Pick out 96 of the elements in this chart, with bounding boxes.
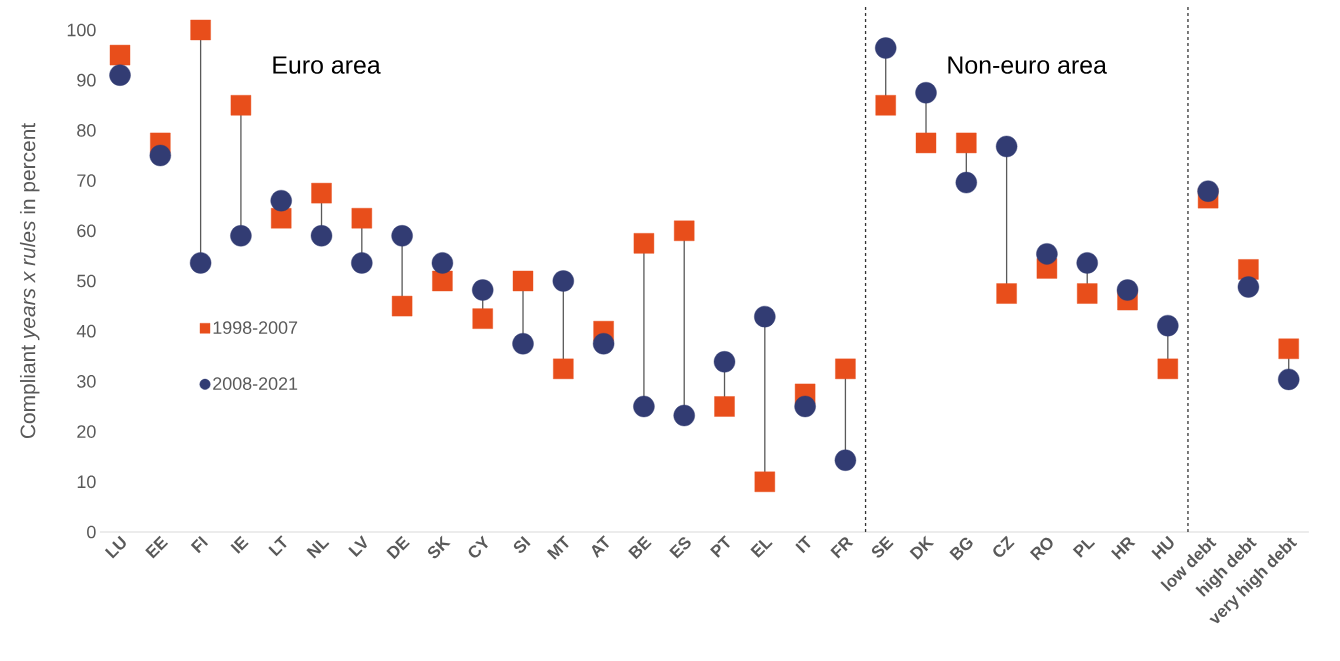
- x-tick-label: ES: [669, 537, 691, 559]
- annotation: Non-euro area: [948, 56, 1107, 74]
- point: [955, 171, 978, 194]
- point: [996, 283, 1017, 304]
- point: [149, 144, 172, 167]
- x-tick-label: PT: [710, 535, 730, 558]
- point: [1076, 252, 1098, 274]
- point: [1197, 180, 1219, 202]
- x-tick-label: BE: [628, 535, 652, 560]
- x-tick-label: EE: [145, 535, 169, 559]
- point: [633, 233, 655, 254]
- point: [834, 449, 857, 471]
- point: [673, 404, 695, 427]
- x-tick-label: SK: [427, 535, 451, 559]
- point: [1077, 283, 1098, 304]
- x-tick-label: IE: [230, 535, 249, 554]
- point: [432, 270, 453, 292]
- x-tick-label: DE: [386, 535, 410, 560]
- x-tick-label: MT: [546, 535, 569, 560]
- point: [713, 351, 736, 373]
- x-tick-label: LT: [268, 535, 287, 557]
- y-tick-label: 90: [77, 73, 96, 87]
- x-tick-label: PL: [1072, 539, 1096, 558]
- point: [391, 225, 413, 247]
- y-axis-title: Compliant years x rules in percent: [19, 123, 40, 439]
- point: [754, 305, 776, 328]
- point: [310, 225, 333, 247]
- point: [1238, 259, 1259, 280]
- point: [674, 220, 695, 241]
- point: [189, 252, 212, 274]
- point: [230, 225, 252, 247]
- x-tick-label: FR: [830, 537, 854, 559]
- y-tick-label: 30: [77, 375, 96, 388]
- point: [633, 395, 655, 418]
- y-tick-label: 80: [77, 124, 96, 137]
- x-tick-label: SE: [871, 535, 894, 558]
- x-tick-label: NL: [306, 539, 330, 559]
- y-tick-label: 60: [77, 224, 96, 238]
- legend-label: 1998-2007: [213, 321, 298, 334]
- point: [714, 396, 735, 417]
- x-tick-label: HR: [1111, 537, 1136, 560]
- point: [351, 252, 373, 274]
- point: [1157, 314, 1179, 337]
- point: [1278, 368, 1300, 391]
- point: [351, 208, 373, 229]
- x-tick-label: FI: [190, 535, 209, 554]
- x-tick-label: LV: [348, 535, 367, 557]
- x-tick-label: EL: [750, 539, 773, 558]
- x-tick-label: SI: [513, 536, 531, 553]
- point: [754, 471, 776, 492]
- point: [431, 252, 454, 274]
- point: [915, 132, 937, 154]
- x-tick-label: LU: [104, 535, 126, 559]
- point: [472, 279, 494, 301]
- point: [1278, 338, 1299, 359]
- point: [553, 358, 574, 380]
- y-tick-label: 70: [77, 174, 96, 187]
- x-tick-label: BG: [949, 537, 973, 561]
- point: [512, 270, 534, 292]
- x-tick-label: DK: [909, 535, 935, 560]
- y-tick-label: 100: [67, 23, 96, 37]
- x-tick-label: CY: [468, 535, 488, 558]
- x-tick-label: CZ: [993, 535, 1015, 557]
- point: [109, 64, 131, 86]
- point: [794, 395, 816, 418]
- x-tick-label: AT: [591, 535, 610, 559]
- legend-label: 2008-2021: [213, 377, 298, 390]
- point: [835, 358, 856, 380]
- y-tick-label: 20: [77, 425, 96, 438]
- point: [592, 333, 615, 355]
- point: [875, 95, 896, 116]
- y-tick-label: 10: [77, 475, 96, 489]
- y-tick-label: 0: [87, 525, 96, 539]
- point: [875, 37, 897, 59]
- x-tick-label: RO: [1029, 537, 1053, 561]
- point: [915, 82, 937, 104]
- point: [552, 270, 575, 292]
- point: [995, 135, 1018, 158]
- x-tick-label: HU: [1151, 535, 1174, 560]
- point: [1116, 279, 1139, 301]
- point: [230, 95, 252, 116]
- y-tick-label: 40: [76, 324, 96, 338]
- point: [190, 19, 211, 41]
- point: [472, 308, 493, 329]
- point: [311, 182, 332, 204]
- point: [1157, 358, 1179, 380]
- point: [1237, 276, 1260, 298]
- point: [956, 132, 977, 154]
- point: [512, 333, 534, 355]
- point: [1036, 243, 1058, 265]
- point: [270, 189, 292, 212]
- x-tick-label: IT: [795, 535, 811, 554]
- point: [109, 44, 131, 66]
- point: [391, 295, 413, 317]
- y-tick-label: 50: [77, 274, 96, 288]
- annotation: Euro area: [273, 56, 381, 74]
